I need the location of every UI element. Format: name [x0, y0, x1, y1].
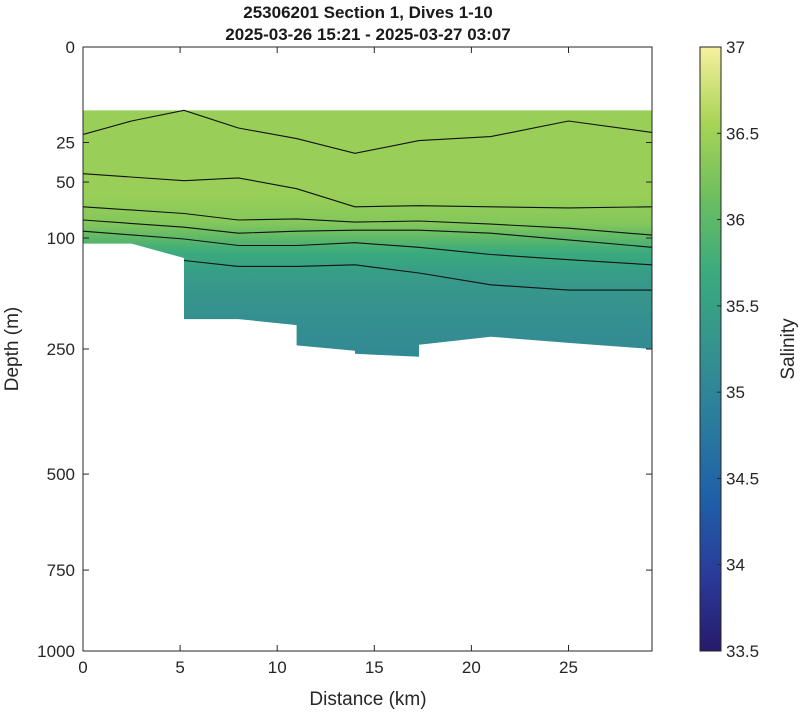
contour-line-4	[83, 219, 652, 248]
x-axis-label: Distance (km)	[309, 689, 426, 710]
x-tick-label: 5	[175, 658, 184, 677]
y-axis: 0 25 50 100 250 500 750 1000	[37, 38, 652, 661]
contour-line-5	[83, 230, 652, 266]
colorbar-tick-label: 36.5	[726, 124, 759, 143]
colorbar-tick-label: 37	[726, 38, 745, 57]
y-tick-label: 750	[47, 561, 75, 580]
y-tick-label: 250	[47, 340, 75, 359]
x-tick-label: 20	[462, 658, 481, 677]
y-tick-label: 25	[56, 134, 75, 153]
y-axis-label: Depth (m)	[2, 307, 23, 391]
contour-line-2	[83, 173, 652, 209]
x-tick-label: 25	[559, 658, 578, 677]
colorbar-tick-label: 34.5	[726, 469, 759, 488]
contour-line-3	[83, 206, 652, 236]
y-tick-label: 0	[66, 38, 75, 57]
contour-line-1	[83, 109, 652, 154]
chart-subtitle: 2025-03-26 15:21 - 2025-03-27 03:07	[225, 25, 510, 44]
x-tick-label: 15	[365, 658, 384, 677]
colorbar-tick-label: 36	[726, 211, 745, 230]
colorbar-tick-label: 35	[726, 383, 745, 402]
colorbar-label: Salinity	[778, 318, 799, 380]
colorbar-tick-label: 33.5	[726, 642, 759, 661]
x-axis: 0 5 10 15 20 25	[78, 47, 578, 677]
plot-area: 0 5 10 15 20 25 0 25 50 100 250 500 750 1000	[37, 38, 653, 677]
y-tick-label: 50	[56, 173, 75, 192]
y-tick-label: 500	[47, 465, 75, 484]
x-tick-label: 0	[78, 658, 87, 677]
x-tick-label: 10	[268, 658, 287, 677]
chart-title: 25306201 Section 1, Dives 1-10	[243, 3, 493, 22]
colorbar-gradient	[699, 46, 722, 652]
colorbar-tick-label: 34	[726, 556, 745, 575]
contour-line-6	[183, 259, 652, 291]
contour-lines	[83, 109, 652, 291]
colorbar-tick-label: 35.5	[726, 297, 759, 316]
y-tick-label: 100	[47, 229, 75, 248]
colorbar-ticks: 33.5 34 34.5 35 35.5 36 36.5 37	[717, 38, 759, 661]
colorbar: 33.5 34 34.5 35 35.5 36 36.5 37 Salinity	[699, 38, 799, 661]
y-tick-label: 1000	[37, 642, 75, 661]
salinity-field	[83, 110, 652, 357]
